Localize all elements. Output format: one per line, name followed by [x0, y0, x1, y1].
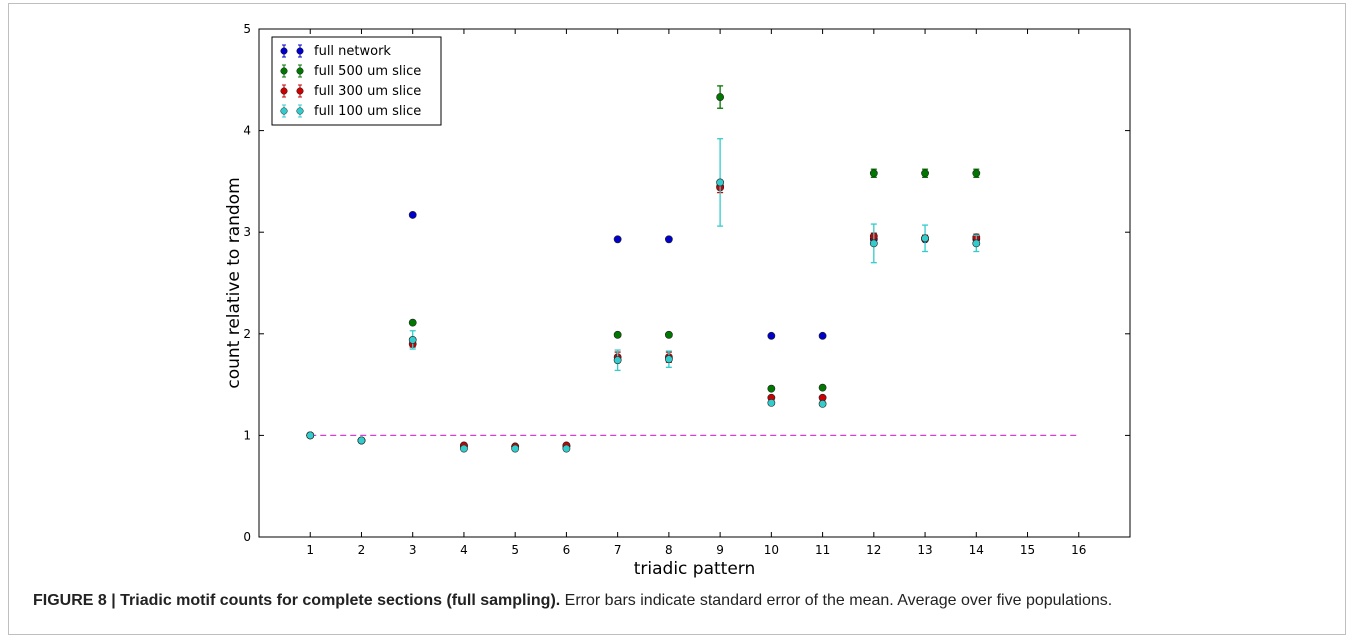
- y-tick-label: 1: [243, 428, 251, 442]
- data-point: [613, 330, 622, 339]
- data-point: [767, 398, 776, 407]
- data-point: [408, 211, 417, 219]
- legend-marker: [296, 47, 304, 55]
- caption-title: FIGURE 8 | Triadic motif counts for comp…: [33, 592, 561, 609]
- data-point: [408, 318, 417, 327]
- x-tick-label: 10: [764, 543, 779, 557]
- data-point: [818, 331, 827, 340]
- data-point: [664, 330, 673, 339]
- data-point: [921, 169, 929, 178]
- x-tick-label: 9: [716, 543, 724, 557]
- x-tick-label: 5: [511, 543, 519, 557]
- data-point: [613, 356, 622, 365]
- legend-marker: [296, 107, 304, 115]
- data-point: [664, 235, 673, 244]
- marks-layer: [306, 85, 981, 453]
- x-tick-label: 12: [866, 543, 881, 557]
- series-1: [306, 182, 981, 451]
- legend-marker: [280, 67, 288, 75]
- figure-caption: FIGURE 8 | Triadic motif counts for comp…: [33, 591, 1343, 611]
- series-2: [306, 85, 981, 451]
- data-point: [869, 169, 878, 178]
- legend-marker: [296, 87, 304, 95]
- legend-label: full network: [314, 44, 391, 59]
- x-tick-label: 7: [614, 543, 622, 557]
- y-axis-label: count relative to random: [224, 177, 244, 388]
- figure-frame: 1 2 3 4 5 6 7 8 9 10 11 12 13 14 15 16 0 1 2 3 4 5 full netwo…: [8, 3, 1346, 635]
- data-point: [408, 335, 417, 344]
- series-4: [306, 138, 981, 453]
- data-point: [716, 178, 725, 187]
- y-tick-label: 3: [243, 225, 251, 239]
- y-tick-label: 4: [243, 124, 251, 138]
- data-point: [562, 444, 571, 453]
- data-point: [972, 169, 981, 178]
- data-point: [767, 384, 776, 393]
- x-tick-label: 11: [815, 543, 830, 557]
- x-tick-label: 8: [665, 543, 673, 557]
- data-point: [921, 234, 929, 243]
- x-tick-label: 4: [460, 543, 468, 557]
- caption-text: Error bars indicate standard error of th…: [560, 592, 1113, 609]
- legend-label: full 100 um slice: [314, 104, 421, 119]
- legend-label: full 300 um slice: [314, 84, 421, 99]
- x-axis-label: triadic pattern: [634, 559, 756, 579]
- legend-marker: [280, 47, 288, 55]
- y-tick-label: 2: [243, 327, 251, 341]
- data-point: [767, 331, 776, 340]
- y-tick-label: 5: [243, 22, 251, 36]
- data-point: [972, 239, 981, 248]
- x-tick-label: 3: [409, 543, 417, 557]
- plot-area-border: [258, 28, 1131, 538]
- x-tick-label: 15: [1020, 543, 1035, 557]
- data-point: [511, 444, 520, 453]
- legend: full network full 500 um slice full 300 um…: [271, 36, 442, 126]
- series-3: [306, 181, 981, 451]
- data-point: [306, 431, 315, 440]
- x-tick-label: 6: [563, 543, 571, 557]
- x-tick-label: 13: [917, 543, 932, 557]
- x-tick-label: 1: [306, 543, 314, 557]
- legend-marker: [280, 87, 288, 95]
- legend-marker: [296, 67, 304, 75]
- x-tick-label: 16: [1071, 543, 1086, 557]
- data-point: [818, 383, 827, 392]
- data-point: [716, 93, 725, 101]
- legend-marker: [280, 107, 288, 115]
- data-point: [613, 235, 622, 244]
- data-point: [818, 400, 827, 408]
- data-point: [664, 355, 673, 364]
- data-point: [869, 239, 878, 248]
- data-point: [357, 436, 366, 445]
- x-tick-label: 14: [969, 543, 984, 557]
- legend-label: full 500 um slice: [314, 64, 421, 79]
- data-point: [460, 444, 468, 453]
- x-tick-label: 2: [358, 543, 366, 557]
- y-tick-label: 0: [243, 530, 251, 544]
